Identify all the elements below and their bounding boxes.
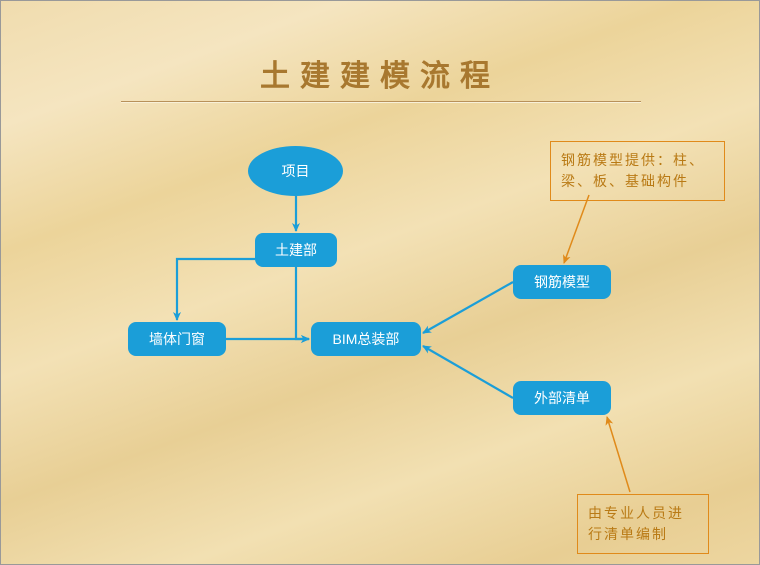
edge [423, 282, 513, 333]
callout-connector [607, 417, 630, 492]
callout-connector [564, 195, 589, 263]
slide-title: 土建建模流程 [1, 51, 759, 95]
callout-text: 钢筋模型提供：柱、梁、板、基础构件 [561, 152, 705, 189]
title-rule [121, 101, 641, 103]
callout-text: 由专业人员进行清单编制 [588, 505, 684, 542]
node-label: 钢筋模型 [534, 272, 590, 292]
node-project: 项目 [248, 146, 343, 196]
edge [423, 346, 513, 398]
node-label: 土建部 [275, 240, 317, 260]
node-label: 外部清单 [534, 388, 590, 408]
slide: 土建建模流程 项目 土建部 墙体门窗 BIM总装部 钢筋模型 外部清单 钢筋模型… [0, 0, 760, 565]
node-label: 墙体门窗 [149, 329, 205, 349]
node-external: 外部清单 [513, 381, 611, 415]
node-wall: 墙体门窗 [128, 322, 226, 356]
node-rebar: 钢筋模型 [513, 265, 611, 299]
edge [296, 267, 309, 339]
node-civil: 土建部 [255, 233, 337, 267]
callout-rebar: 钢筋模型提供：柱、梁、板、基础构件 [550, 141, 725, 201]
callout-external: 由专业人员进行清单编制 [577, 494, 709, 554]
node-bim: BIM总装部 [311, 322, 421, 356]
node-label: BIM总装部 [333, 329, 400, 349]
node-label: 项目 [282, 161, 310, 181]
edge [177, 259, 255, 320]
